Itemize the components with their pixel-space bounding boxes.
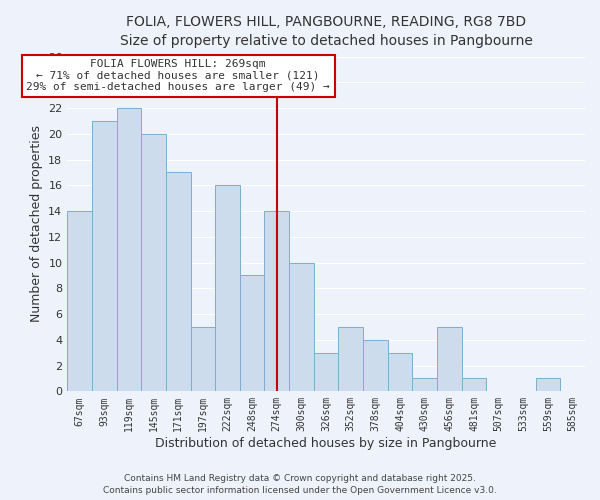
Bar	[215, 186, 240, 392]
Bar	[536, 378, 560, 392]
Bar	[314, 352, 338, 392]
Bar	[240, 276, 265, 392]
Bar	[289, 262, 314, 392]
Bar	[67, 211, 92, 392]
Bar	[92, 121, 116, 392]
Bar	[437, 327, 462, 392]
Bar	[462, 378, 487, 392]
Bar	[338, 327, 363, 392]
Bar	[363, 340, 388, 392]
Bar	[166, 172, 191, 392]
Text: Contains HM Land Registry data © Crown copyright and database right 2025.
Contai: Contains HM Land Registry data © Crown c…	[103, 474, 497, 495]
Bar	[191, 327, 215, 392]
Y-axis label: Number of detached properties: Number of detached properties	[29, 126, 43, 322]
Text: FOLIA FLOWERS HILL: 269sqm
← 71% of detached houses are smaller (121)
29% of sem: FOLIA FLOWERS HILL: 269sqm ← 71% of deta…	[26, 59, 330, 92]
Bar	[412, 378, 437, 392]
Bar	[388, 352, 412, 392]
Bar	[141, 134, 166, 392]
X-axis label: Distribution of detached houses by size in Pangbourne: Distribution of detached houses by size …	[155, 437, 497, 450]
Bar	[116, 108, 141, 392]
Bar	[265, 211, 289, 392]
Title: FOLIA, FLOWERS HILL, PANGBOURNE, READING, RG8 7BD
Size of property relative to d: FOLIA, FLOWERS HILL, PANGBOURNE, READING…	[119, 15, 533, 48]
